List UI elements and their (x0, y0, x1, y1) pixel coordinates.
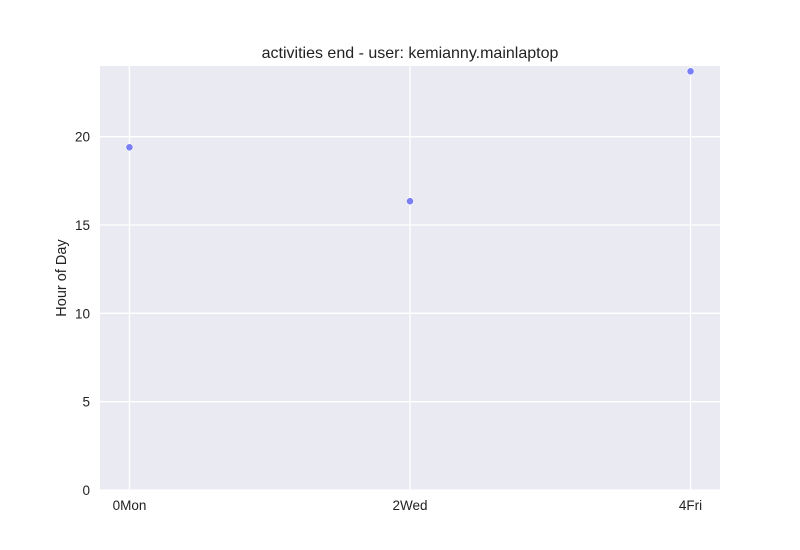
x-tick-labels: 0Mon 2Wed 4Fri (113, 498, 703, 513)
y-tick-labels: 0 5 10 15 20 (75, 130, 90, 498)
y-tick-label: 10 (75, 306, 90, 321)
data-point (686, 67, 695, 76)
data-point (406, 197, 414, 206)
x-tick-label: 2Wed (392, 498, 427, 513)
x-tick-label: 0Mon (113, 498, 147, 513)
y-tick-label: 20 (75, 130, 90, 145)
data-points (125, 67, 695, 206)
data-point (125, 143, 134, 152)
y-tick-label: 5 (82, 395, 90, 410)
y-tick-label: 15 (75, 218, 90, 233)
grid-lines (100, 66, 720, 491)
y-tick-label: 0 (82, 483, 90, 498)
chart-title: activities end - user: kemianny.mainlapt… (262, 45, 559, 62)
y-axis-label: Hour of Day (54, 239, 70, 317)
x-tick-label: 4Fri (679, 498, 702, 513)
